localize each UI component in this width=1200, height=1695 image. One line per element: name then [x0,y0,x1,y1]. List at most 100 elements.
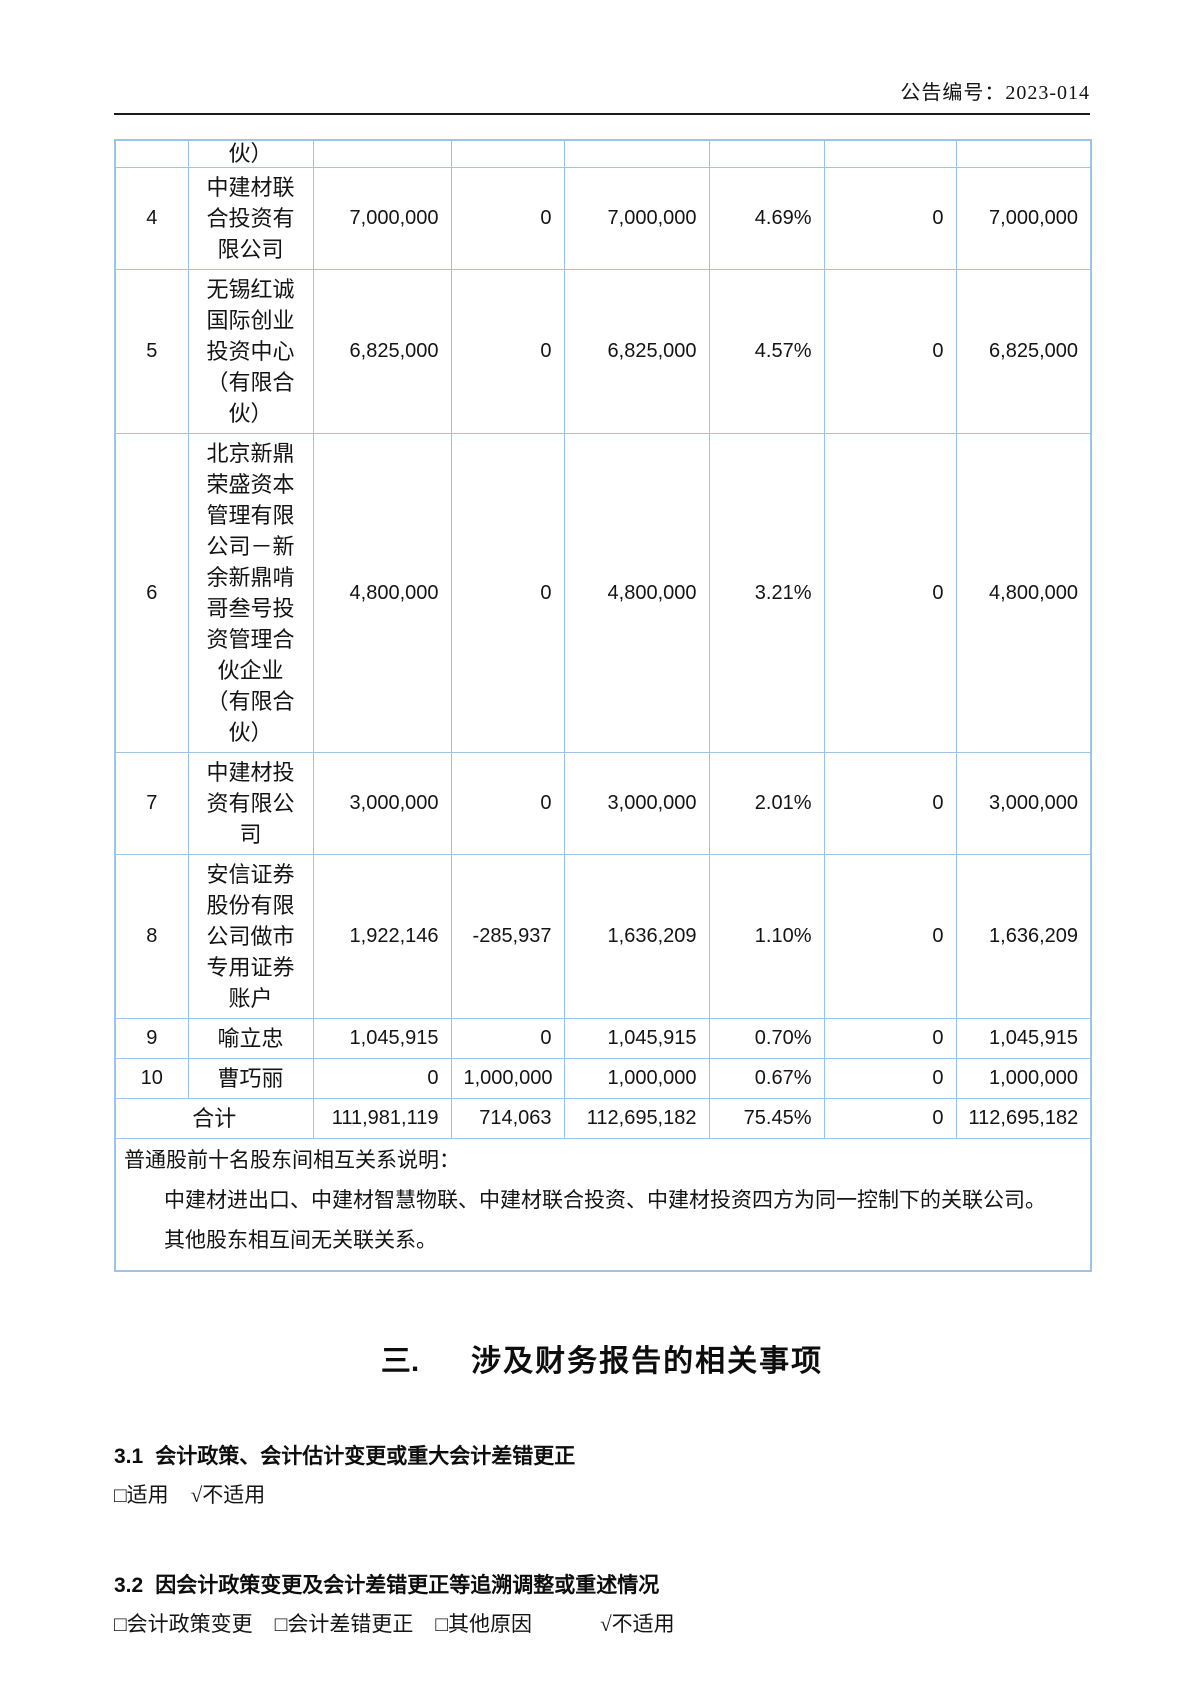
section-title: 涉及财务报告的相关事项 [471,1345,824,1378]
value-cell: 0 [450,433,565,753]
total-value-cell: 75.45% [708,1098,825,1139]
table-row: 6 北京新鼎荣盛资本管理有限公司－新余新鼎啃哥叁号投资管理合伙企业（有限合伙） … [114,433,1092,753]
shareholder-name-cell: 安信证券股份有限公司做市专用证券账户 [187,854,314,1019]
value-cell: 6,825,000 [955,269,1092,434]
value-cell: 6,825,000 [563,269,710,434]
row-number-cell: 4 [114,167,189,270]
table-row-total: 合计 111,981,119 714,063 112,695,182 75.45… [114,1098,1092,1139]
value-cell: 7,000,000 [563,167,710,270]
value-cell: 0 [450,752,565,855]
subsection-number: 3.2 [114,1574,144,1597]
relationship-notes-cell: 普通股前十名股东间相互关系说明： 中建材进出口、中建材智慧物联、中建材联合投资、… [114,1138,1092,1272]
option-other-reason: □其他原因 [435,1612,533,1636]
table-row: 9 喻立忠 1,045,915 0 1,045,915 0.70% 0 1,04… [114,1018,1092,1059]
value-cell: 0 [823,854,957,1019]
value-cell: 3,000,000 [955,752,1092,855]
value-cell: 0 [823,167,957,270]
value-cell: 1,045,915 [312,1018,452,1059]
value-cell: 0 [450,269,565,434]
subsection-3-2: 3.2 因会计政策变更及会计差错更正等追溯调整或重述情况 □会计政策变更 □会计差错… [114,1569,1090,1638]
value-cell: 1,000,000 [563,1058,710,1099]
value-cell: 0.67% [708,1058,825,1099]
option-not-applicable: √不适用 [600,1612,675,1636]
row-number-cell [114,139,189,168]
table-row: 10 曹巧丽 0 1,000,000 1,000,000 0.67% 0 1,0… [114,1058,1092,1099]
row-number-cell: 6 [114,433,189,753]
table-row: 7 中建材投资有限公司 3,000,000 0 3,000,000 2.01% … [114,752,1092,855]
option-error-correction: □会计差错更正 [274,1612,414,1636]
option-policy-change: □会计政策变更 [114,1612,253,1636]
value-cell: 1.10% [708,854,825,1019]
page-content: 公告编号：2023-014 伙） 4 中建材联合投资有限公司 7,000,0 [114,0,1092,1638]
value-cell: 1,045,915 [563,1018,710,1059]
option-not-applicable: √不适用 [190,1483,266,1507]
subsection-3-1: 3.1 会计政策、会计估计变更或重大会计差错更正 □适用 √不适用 [114,1440,1090,1509]
row-number-cell: 7 [114,752,189,855]
value-cell: 0 [450,167,565,270]
notes-title: 普通股前十名股东间相互关系说明： [124,1148,460,1172]
value-cell: 1,000,000 [955,1058,1092,1099]
value-cell: 3,000,000 [312,752,452,855]
total-value-cell: 112,695,182 [955,1098,1092,1139]
value-cell: 4,800,000 [955,433,1092,753]
shareholder-name-cell: 伙） [187,139,314,168]
section-number: 三. [380,1345,420,1378]
value-cell: 1,922,146 [312,854,452,1019]
table-row-carryover: 伙） [114,139,1092,168]
total-value-cell: 714,063 [450,1098,565,1139]
value-cell: 1,636,209 [563,854,710,1019]
table-row: 4 中建材联合投资有限公司 7,000,000 0 7,000,000 4.69… [114,167,1092,270]
value-cell: 0 [823,1058,957,1099]
row-number-cell: 5 [114,269,189,434]
value-cell: 0 [823,433,957,753]
value-cell: 0 [823,1018,957,1059]
notes-paragraph: 其他股东相互间无关联关系。 [164,1228,437,1252]
notes-paragraph: 中建材进出口、中建材智慧物联、中建材联合投资、中建材投资四方为同一控制下的关联公… [164,1188,1046,1212]
total-label-cell: 合计 [114,1098,314,1139]
value-cell: 3,000,000 [563,752,710,855]
total-value-cell: 112,695,182 [563,1098,710,1139]
table-row: 5 无锡红诚国际创业投资中心（有限合伙） 6,825,000 0 6,825,0… [114,269,1092,434]
shareholder-name-cell: 曹巧丽 [187,1058,314,1099]
shareholder-name-cell: 无锡红诚国际创业投资中心（有限合伙） [187,269,314,434]
total-value-cell: 0 [823,1098,957,1139]
shareholder-name-cell: 中建材投资有限公司 [187,752,314,855]
value-cell: 0 [823,752,957,855]
value-cell: 4.69% [708,167,825,270]
row-number-cell: 10 [114,1058,189,1099]
subsection-3-1-options: □适用 √不适用 [114,1479,1090,1509]
value-cell: -285,937 [450,854,565,1019]
header-divider [114,113,1090,115]
value-cell: 7,000,000 [312,167,452,270]
value-cell: 0 [312,1058,452,1099]
option-applicable: □适用 [114,1483,169,1507]
shareholder-name-cell: 北京新鼎荣盛资本管理有限公司－新余新鼎啃哥叁号投资管理合伙企业（有限合伙） [187,433,314,753]
table-row: 8 安信证券股份有限公司做市专用证券账户 1,922,146 -285,937 … [114,854,1092,1019]
value-cell: 0.70% [708,1018,825,1059]
subsection-3-2-options: □会计政策变更 □会计差错更正 □其他原因 √不适用 [114,1608,1090,1638]
value-cell: 0 [823,269,957,434]
subsection-title-text: 会计政策、会计估计变更或重大会计差错更正 [155,1445,576,1468]
row-number-cell: 9 [114,1018,189,1059]
value-cell: 4,800,000 [312,433,452,753]
value-cell: 6,825,000 [312,269,452,434]
value-cell: 1,045,915 [955,1018,1092,1059]
shareholder-name-cell: 中建材联合投资有限公司 [187,167,314,270]
value-cell: 4.57% [708,269,825,434]
value-cell: 7,000,000 [955,167,1092,270]
row-number-cell: 8 [114,854,189,1019]
value-cell: 0 [450,1018,565,1059]
shareholders-table: 伙） 4 中建材联合投资有限公司 7,000,000 0 7,000,000 4… [114,139,1092,1272]
value-cell: 1,000,000 [450,1058,565,1099]
announcement-number: 公告编号：2023-014 [900,82,1090,104]
subsection-3-2-title: 3.2 因会计政策变更及会计差错更正等追溯调整或重述情况 [114,1569,1090,1599]
total-value-cell: 111,981,119 [312,1098,452,1139]
value-cell: 4,800,000 [563,433,710,753]
subsection-3-1-title: 3.1 会计政策、会计估计变更或重大会计差错更正 [114,1440,1090,1470]
value-cell: 3.21% [708,433,825,753]
subsection-title-text: 因会计政策变更及会计差错更正等追溯调整或重述情况 [155,1574,660,1597]
subsection-number: 3.1 [114,1445,144,1468]
value-cell: 1,636,209 [955,854,1092,1019]
table-row-notes: 普通股前十名股东间相互关系说明： 中建材进出口、中建材智慧物联、中建材联合投资、… [114,1138,1092,1272]
